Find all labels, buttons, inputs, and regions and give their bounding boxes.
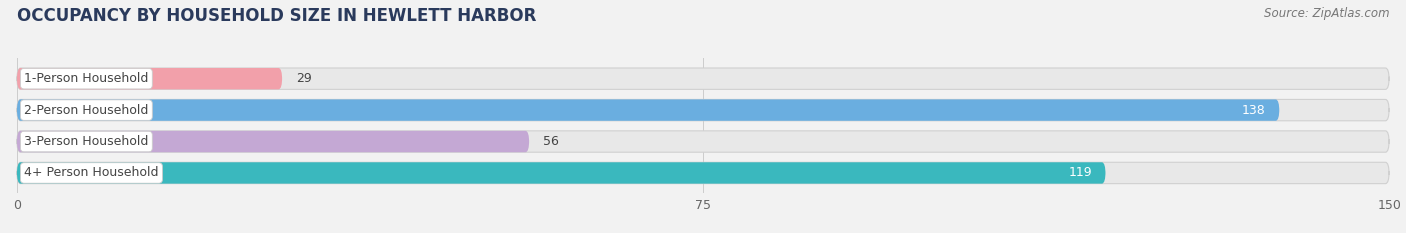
FancyBboxPatch shape (17, 68, 283, 89)
Text: 56: 56 (543, 135, 558, 148)
Text: Source: ZipAtlas.com: Source: ZipAtlas.com (1264, 7, 1389, 20)
FancyBboxPatch shape (17, 162, 1105, 184)
FancyBboxPatch shape (17, 131, 1389, 152)
Text: 119: 119 (1069, 166, 1092, 179)
Text: 29: 29 (295, 72, 312, 85)
Text: 1-Person Household: 1-Person Household (24, 72, 149, 85)
Text: 138: 138 (1241, 104, 1265, 116)
Text: 3-Person Household: 3-Person Household (24, 135, 149, 148)
FancyBboxPatch shape (17, 68, 1389, 89)
Text: OCCUPANCY BY HOUSEHOLD SIZE IN HEWLETT HARBOR: OCCUPANCY BY HOUSEHOLD SIZE IN HEWLETT H… (17, 7, 536, 25)
FancyBboxPatch shape (17, 162, 1389, 184)
FancyBboxPatch shape (17, 99, 1389, 121)
Text: 4+ Person Household: 4+ Person Household (24, 166, 159, 179)
FancyBboxPatch shape (17, 131, 529, 152)
FancyBboxPatch shape (17, 99, 1279, 121)
Text: 2-Person Household: 2-Person Household (24, 104, 149, 116)
